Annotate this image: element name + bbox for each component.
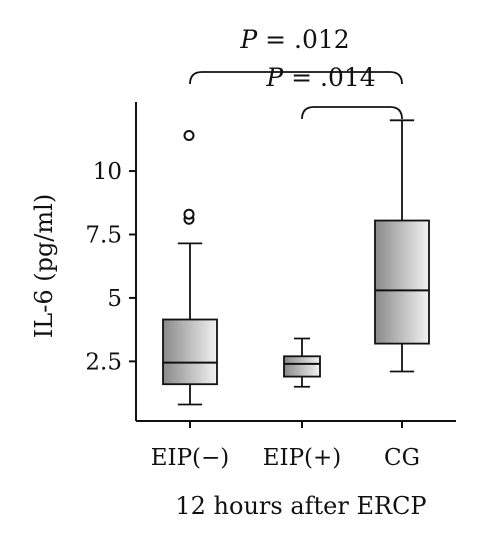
significance-bracket bbox=[301, 106, 403, 120]
box-iqr bbox=[283, 355, 321, 378]
y-tick-label: 2.5 bbox=[85, 349, 122, 375]
p-symbol: P bbox=[239, 25, 258, 54]
x-tick-label: EIP(−) bbox=[151, 445, 230, 471]
outlier-point bbox=[183, 208, 195, 220]
y-tick-label: 10 bbox=[93, 159, 122, 185]
box-0 bbox=[162, 130, 218, 406]
x-axis-title: 12 hours after ERCP bbox=[175, 492, 426, 520]
y-tick-label: 7.5 bbox=[85, 222, 122, 248]
box-1 bbox=[283, 337, 321, 388]
p-symbol: P bbox=[265, 63, 284, 92]
p-value-label: P = .012 bbox=[239, 25, 349, 54]
y-axis-title: IL-6 (pg/ml) bbox=[30, 194, 58, 338]
box-iqr bbox=[162, 318, 218, 386]
p-value: = .014 bbox=[283, 63, 376, 92]
y-tick-label: 5 bbox=[107, 286, 122, 312]
outlier-point bbox=[183, 130, 195, 142]
box-2 bbox=[374, 119, 430, 373]
box-iqr bbox=[374, 219, 430, 345]
p-value: = .012 bbox=[257, 25, 350, 54]
p-value-label: P = .014 bbox=[265, 63, 375, 92]
x-tick-label: EIP(+) bbox=[263, 445, 342, 471]
significance-bracket bbox=[189, 71, 403, 85]
x-tick-label: CG bbox=[384, 445, 420, 471]
